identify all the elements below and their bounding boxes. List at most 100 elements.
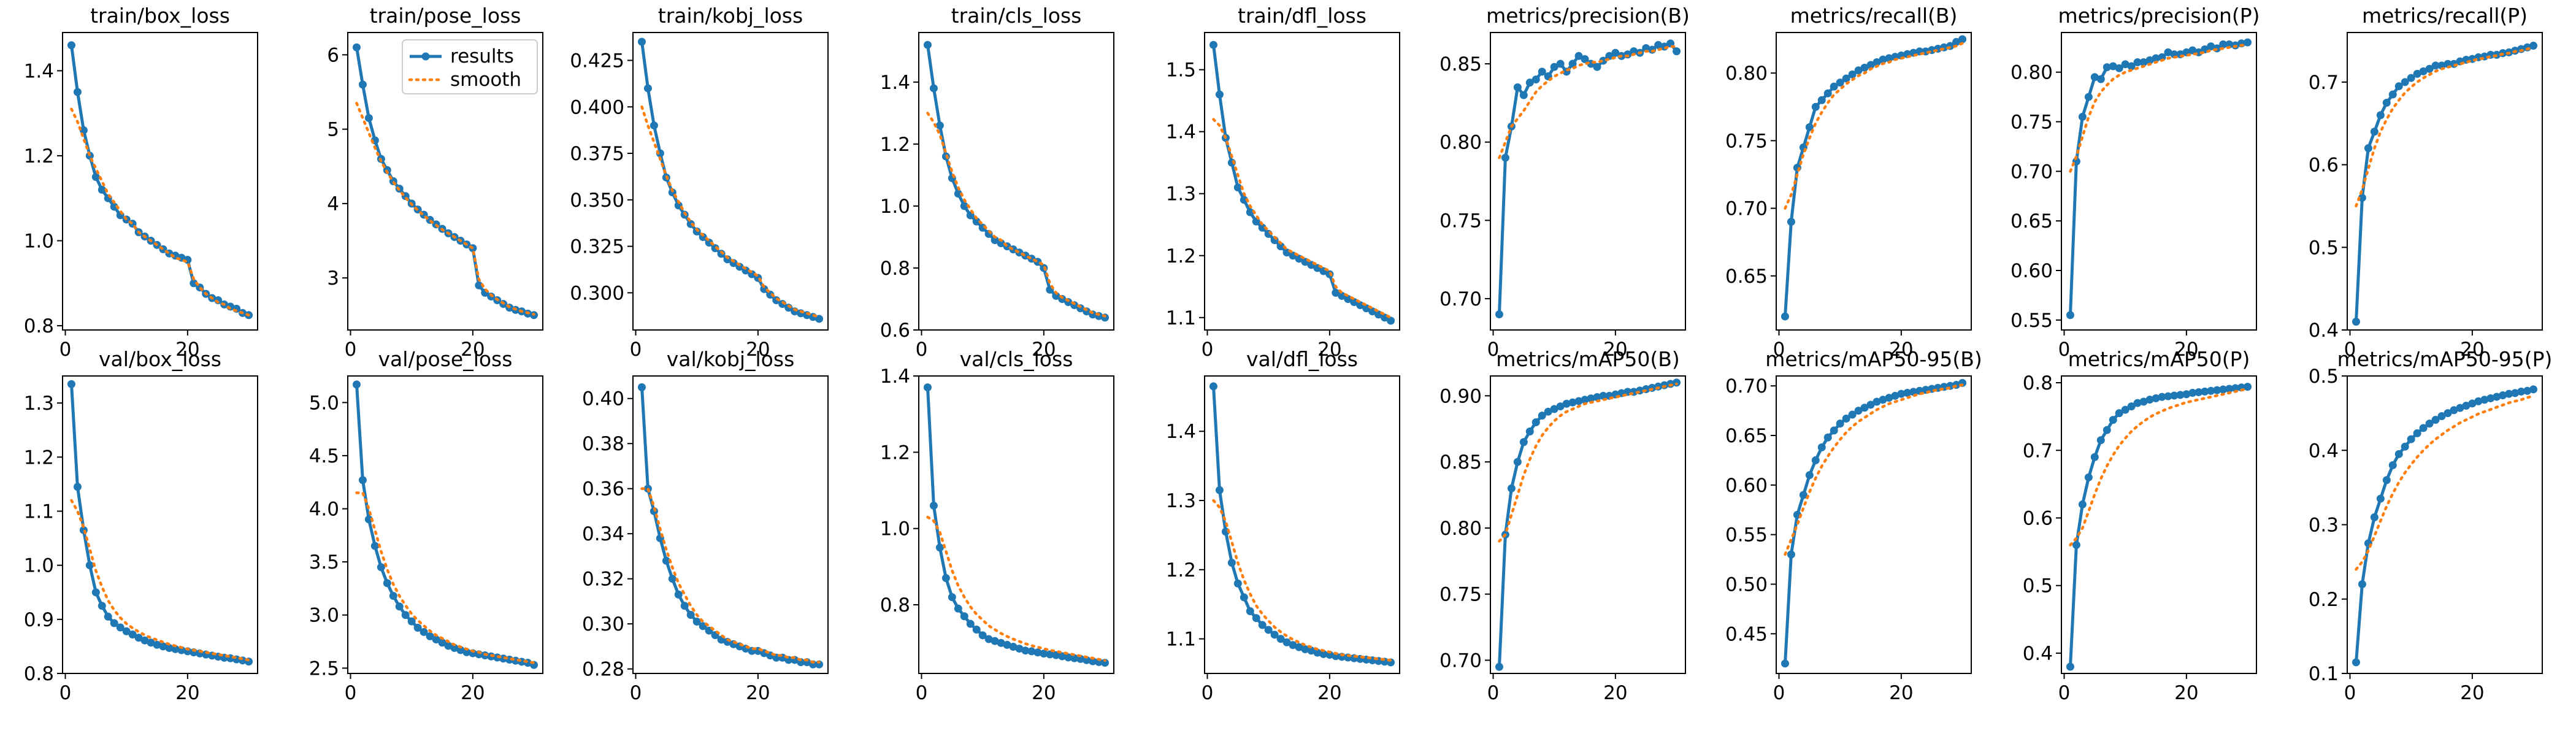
results-point xyxy=(2139,397,2148,406)
results-point xyxy=(110,202,118,211)
results-point xyxy=(2517,387,2526,396)
x-tick-label: 20 xyxy=(1032,339,1056,361)
results-point xyxy=(1052,651,1060,659)
results-point xyxy=(1301,645,1309,654)
results-point xyxy=(1848,70,1857,79)
results-point xyxy=(2201,387,2209,396)
y-tick-label: 0.7 xyxy=(2309,72,2339,94)
results-point xyxy=(450,643,459,652)
y-tick-label: 1.1 xyxy=(1166,307,1196,329)
results-point xyxy=(2370,128,2379,136)
results-point xyxy=(941,574,950,583)
y-tick-label: 1.3 xyxy=(1166,183,1196,205)
results-point xyxy=(98,602,106,610)
x-tick-label: 0 xyxy=(2058,682,2071,704)
y-tick-label: 0.40 xyxy=(582,388,624,410)
y-tick-label: 0.75 xyxy=(2011,112,2053,134)
x-tick-label: 0 xyxy=(345,682,357,704)
chart-panel: metrics/mAP50(P) 0.4 0.5 0.6 0.7 0.8 0 20 xyxy=(2023,347,2257,704)
results-line xyxy=(926,387,1105,665)
results-point xyxy=(2158,393,2166,401)
results-point xyxy=(2444,409,2452,418)
results-point xyxy=(401,611,410,619)
results-point xyxy=(1270,631,1279,639)
chart-panel: metrics/mAP50-95(P) 0.1 0.2 0.3 0.4 0.5 0 20 xyxy=(2309,347,2553,704)
results-point xyxy=(2145,396,2154,404)
plot-frame xyxy=(1776,375,1972,674)
results-point xyxy=(1568,398,1577,407)
results-point xyxy=(413,624,422,632)
results-point xyxy=(2431,61,2440,70)
smooth-line xyxy=(2069,43,2249,173)
results-point xyxy=(2407,435,2415,443)
smooth-line xyxy=(640,105,821,319)
x-tick-label: 0 xyxy=(916,339,928,361)
results-point xyxy=(2090,73,2099,82)
results-point xyxy=(122,627,131,635)
results-point xyxy=(815,315,824,323)
results-point xyxy=(1830,426,1838,435)
legend-smooth-label: smooth xyxy=(450,69,521,91)
y-tick-label: 0.65 xyxy=(1725,266,1768,288)
results-point xyxy=(407,617,416,626)
results-point xyxy=(2109,62,2117,71)
results-point xyxy=(1101,659,1110,667)
results-point xyxy=(2382,99,2391,107)
y-tick-label: 0.3 xyxy=(2309,515,2339,537)
y-tick-label: 0.75 xyxy=(1439,210,1482,232)
results-point xyxy=(686,610,695,619)
results-point xyxy=(2115,409,2123,418)
results-point xyxy=(2425,64,2434,73)
results-point xyxy=(2431,416,2440,424)
smooth-line xyxy=(70,107,250,317)
x-tick-label: 20 xyxy=(175,339,199,361)
results-point xyxy=(1556,402,1565,411)
results-point xyxy=(2425,420,2434,428)
results-point xyxy=(2133,58,2142,66)
results-line xyxy=(2069,40,2248,315)
results-point xyxy=(2394,450,2403,458)
chart-panel: train/dfl_loss 1.1 1.2 1.3 1.4 1.5 0 20 xyxy=(1166,4,1400,361)
x-tick-label: 20 xyxy=(175,682,199,704)
y-tick-label: 1.3 xyxy=(24,393,54,415)
chart-title: val/dfl_loss xyxy=(1246,347,1358,371)
results-point xyxy=(2244,383,2252,391)
smooth-line xyxy=(70,499,250,662)
y-tick-label: 0.75 xyxy=(1439,584,1482,606)
results-line xyxy=(2355,44,2534,322)
chart-title: val/pose_loss xyxy=(378,347,513,371)
results-point xyxy=(972,625,981,634)
chart-title: train/cls_loss xyxy=(951,4,1082,28)
results-point xyxy=(1033,648,1042,657)
y-tick-label: 0.28 xyxy=(582,659,624,681)
results-point xyxy=(67,380,75,388)
smooth-line xyxy=(1498,382,1678,543)
results-point xyxy=(1873,397,1881,406)
results-point xyxy=(377,563,385,572)
results-point xyxy=(1854,66,1863,75)
smooth-line xyxy=(1498,45,1678,159)
smooth-line xyxy=(1212,499,1392,662)
results-point xyxy=(1885,394,1893,402)
results-point xyxy=(1854,407,1863,415)
smooth-line xyxy=(2355,46,2535,208)
results-point xyxy=(1215,486,1224,494)
x-tick-label: 0 xyxy=(1202,339,1214,361)
results-point xyxy=(1332,288,1340,297)
smooth-line xyxy=(640,487,821,664)
y-tick-label: 3.0 xyxy=(309,605,339,627)
results-point xyxy=(637,383,646,391)
results-point xyxy=(643,84,652,93)
results-point xyxy=(2152,54,2160,63)
plot-frame xyxy=(632,375,829,674)
y-tick-label: 0.1 xyxy=(2309,663,2339,685)
y-tick-label: 1.0 xyxy=(880,196,910,218)
results-point xyxy=(1083,656,1091,664)
y-tick-label: 1.1 xyxy=(24,500,54,523)
results-point xyxy=(128,631,137,639)
results-point xyxy=(1805,471,1814,480)
smooth-line xyxy=(355,101,535,316)
plot-frame xyxy=(2061,32,2257,331)
results-point xyxy=(760,285,769,293)
